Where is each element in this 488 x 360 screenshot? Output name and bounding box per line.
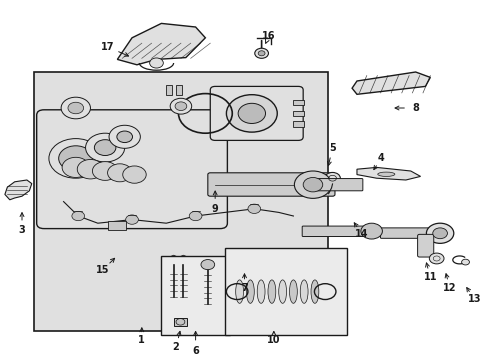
Text: 12: 12 — [442, 283, 456, 293]
Polygon shape — [5, 180, 32, 200]
Bar — [34, 72, 327, 331]
Circle shape — [92, 162, 118, 180]
Text: 2: 2 — [172, 342, 179, 352]
Polygon shape — [356, 167, 420, 180]
Text: 1: 1 — [138, 335, 145, 345]
Text: 16: 16 — [262, 31, 275, 41]
Bar — [161, 256, 229, 335]
Text: 13: 13 — [467, 294, 480, 304]
Circle shape — [68, 102, 83, 114]
Text: 14: 14 — [354, 229, 368, 239]
Circle shape — [303, 177, 322, 192]
Circle shape — [428, 253, 443, 264]
Ellipse shape — [257, 280, 264, 303]
Ellipse shape — [310, 280, 318, 303]
Ellipse shape — [246, 280, 254, 303]
Circle shape — [49, 139, 102, 178]
Ellipse shape — [267, 280, 275, 303]
Text: 4: 4 — [377, 153, 384, 163]
Polygon shape — [117, 23, 205, 65]
Circle shape — [189, 211, 202, 221]
Circle shape — [461, 259, 468, 265]
Circle shape — [94, 140, 116, 156]
Ellipse shape — [377, 172, 394, 176]
Circle shape — [122, 166, 146, 183]
Circle shape — [77, 159, 103, 179]
Circle shape — [109, 125, 140, 148]
Bar — [176, 85, 182, 95]
FancyBboxPatch shape — [417, 234, 433, 257]
Text: 17: 17 — [101, 42, 114, 52]
Circle shape — [324, 172, 340, 184]
Circle shape — [170, 98, 191, 114]
Ellipse shape — [278, 280, 286, 303]
Text: 3: 3 — [19, 225, 25, 235]
Circle shape — [426, 223, 453, 243]
Ellipse shape — [300, 280, 307, 303]
Circle shape — [226, 95, 277, 132]
Text: 11: 11 — [423, 272, 436, 282]
Text: 9: 9 — [211, 204, 218, 214]
Circle shape — [62, 157, 89, 177]
Circle shape — [117, 131, 132, 143]
Ellipse shape — [289, 280, 297, 303]
Text: 10: 10 — [266, 335, 280, 345]
Circle shape — [85, 133, 124, 162]
FancyBboxPatch shape — [311, 179, 362, 191]
Circle shape — [360, 223, 382, 239]
FancyBboxPatch shape — [302, 226, 372, 237]
Circle shape — [258, 51, 264, 56]
Circle shape — [125, 215, 138, 224]
Circle shape — [175, 102, 186, 111]
FancyBboxPatch shape — [380, 228, 440, 238]
Text: 6: 6 — [192, 346, 199, 356]
Bar — [224, 248, 346, 335]
Circle shape — [149, 58, 163, 68]
FancyBboxPatch shape — [37, 110, 227, 229]
Circle shape — [254, 48, 268, 58]
Ellipse shape — [235, 280, 243, 303]
Bar — [293, 111, 304, 116]
FancyBboxPatch shape — [207, 173, 334, 196]
Circle shape — [61, 97, 90, 119]
Circle shape — [59, 146, 93, 171]
Circle shape — [294, 171, 331, 198]
Bar — [293, 121, 304, 127]
Bar — [107, 221, 126, 230]
Polygon shape — [351, 72, 429, 94]
FancyBboxPatch shape — [210, 86, 303, 140]
Bar — [293, 100, 304, 105]
Circle shape — [107, 164, 132, 182]
Circle shape — [238, 103, 265, 123]
Bar — [173, 318, 187, 326]
Text: 5: 5 — [328, 143, 335, 153]
Circle shape — [201, 260, 214, 270]
Circle shape — [432, 228, 447, 239]
Circle shape — [72, 211, 84, 221]
Text: 15: 15 — [96, 265, 109, 275]
Text: 8: 8 — [411, 103, 418, 113]
Text: 7: 7 — [241, 283, 247, 293]
Circle shape — [247, 204, 260, 213]
Bar — [166, 85, 172, 95]
